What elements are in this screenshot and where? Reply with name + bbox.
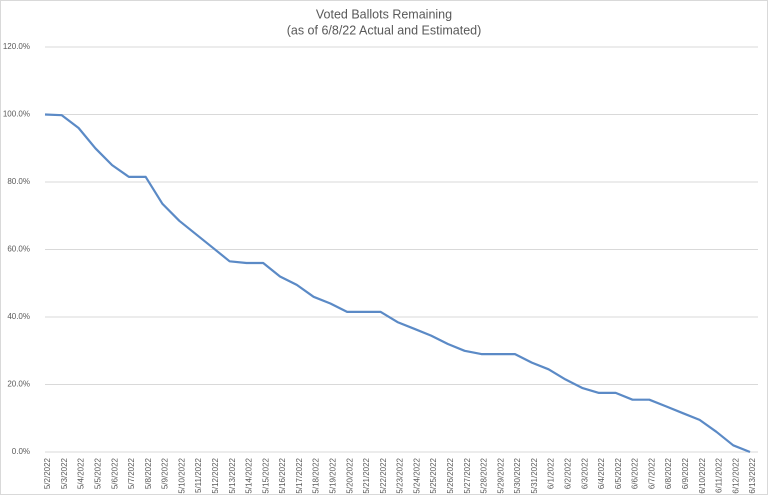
x-tick-label: 6/9/2022 [681,457,690,489]
data-line [44,113,751,454]
x-tick-label: 5/6/2022 [110,457,119,489]
x-tick-label: 6/5/2022 [614,457,623,489]
x-tick-label: 6/4/2022 [597,457,606,489]
x-tick-label: 5/2/2022 [43,457,52,489]
x-tick-label: 5/22/2022 [379,457,388,493]
y-tick-label: 0.0% [12,447,30,456]
x-tick-label: 5/24/2022 [412,457,421,493]
x-tick-label: 5/11/2022 [194,457,203,493]
y-tick-label: 40.0% [7,312,30,321]
x-tick-label: 6/13/2022 [748,457,757,493]
x-tick-label: 5/13/2022 [228,457,237,493]
y-tick-label: 80.0% [7,177,30,186]
x-tick-label: 5/14/2022 [245,457,254,493]
y-tick-label: 20.0% [7,380,30,389]
x-tick-label: 5/25/2022 [429,457,438,493]
y-tick-label: 100.0% [3,110,30,119]
x-tick-label: 5/7/2022 [127,457,136,489]
x-tick-label: 5/5/2022 [93,457,102,489]
y-tick-label: 120.0% [3,42,30,51]
x-tick-label: 5/29/2022 [496,457,505,493]
x-tick-label: 5/10/2022 [177,457,186,493]
x-tick-label: 5/16/2022 [278,457,287,493]
x-tick-label: 5/9/2022 [161,457,170,489]
x-tick-label: 5/19/2022 [328,457,337,493]
y-tick-label: 60.0% [7,245,30,254]
x-tick-label: 5/20/2022 [345,457,354,493]
x-tick-label: 6/10/2022 [698,457,707,493]
x-tick-label: 6/11/2022 [715,457,724,493]
x-tick-label: 5/30/2022 [513,457,522,493]
x-tick-label: 6/3/2022 [580,457,589,489]
x-tick-label: 5/17/2022 [295,457,304,493]
x-tick-label: 5/26/2022 [446,457,455,493]
x-tick-label: 5/18/2022 [312,457,321,493]
chart-subtitle: (as of 6/8/22 Actual and Estimated) [287,23,482,37]
x-tick-label: 5/27/2022 [463,457,472,493]
x-tick-label: 5/12/2022 [211,457,220,493]
x-tick-label: 5/15/2022 [261,457,270,493]
x-tick-label: 6/8/2022 [664,457,673,489]
x-tick-label: 5/31/2022 [530,457,539,493]
x-tick-label: 5/28/2022 [480,457,489,493]
x-tick-label: 6/7/2022 [647,457,656,489]
x-tick-label: 5/3/2022 [60,457,69,489]
x-tick-label: 6/12/2022 [731,457,740,493]
chart-title: Voted Ballots Remaining [316,7,452,21]
x-tick-label: 6/2/2022 [563,457,572,489]
x-tick-label: 5/4/2022 [77,457,86,489]
x-tick-label: 6/6/2022 [631,457,640,489]
x-tick-label: 5/23/2022 [396,457,405,493]
x-tick-label: 5/21/2022 [362,457,371,493]
x-tick-label: 6/1/2022 [547,457,556,489]
x-tick-label: 5/8/2022 [144,457,153,489]
